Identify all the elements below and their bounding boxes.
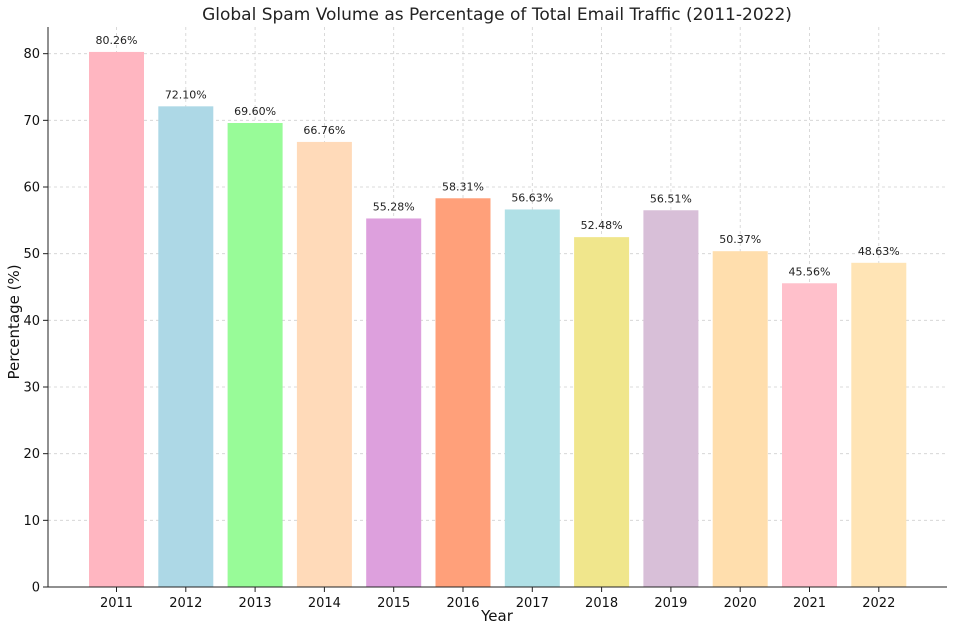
bar-2021: [782, 283, 837, 587]
data-label-2022: 48.63%: [858, 245, 900, 258]
y-axis-label: Percentage (%): [5, 264, 23, 379]
x-tick-label-2022: 2022: [862, 596, 895, 611]
data-label-2018: 52.48%: [581, 219, 623, 232]
y-tick-label: 20: [23, 447, 40, 462]
data-label-2021: 45.56%: [789, 265, 831, 278]
data-label-2019: 56.51%: [650, 192, 692, 205]
x-tick-label-2016: 2016: [446, 596, 479, 611]
bar-2015: [366, 218, 422, 587]
x-axis-label: Year: [480, 607, 514, 625]
y-tick-label: 30: [23, 381, 40, 396]
data-label-2013: 69.60%: [234, 105, 276, 118]
x-tick-label-2020: 2020: [724, 596, 757, 611]
bar-2013: [227, 123, 283, 587]
bar-2018: [574, 237, 630, 587]
bar-2011: [89, 51, 144, 587]
data-label-2011: 80.26%: [96, 34, 138, 47]
x-tick-label-2014: 2014: [308, 596, 341, 611]
bars: [89, 51, 907, 587]
data-label-2020: 50.37%: [719, 233, 761, 246]
data-label-2014: 66.76%: [303, 124, 345, 137]
x-tick-label-2015: 2015: [377, 596, 410, 611]
y-tick-label: 0: [32, 581, 40, 596]
x-tick-label-2013: 2013: [239, 596, 272, 611]
x-tick-label-2019: 2019: [654, 596, 687, 611]
bar-2012: [158, 106, 214, 587]
data-label-2012: 72.10%: [165, 88, 207, 101]
x-tick-label-2021: 2021: [793, 596, 826, 611]
y-tick-label: 40: [23, 314, 40, 329]
data-label-2016: 58.31%: [442, 180, 484, 193]
bar-2019: [643, 210, 699, 587]
y-tick-label: 80: [23, 47, 40, 62]
chart-title: Global Spam Volume as Percentage of Tota…: [202, 5, 792, 25]
y-tick-label: 70: [23, 114, 40, 129]
bar-2016: [435, 198, 491, 587]
x-tick-label-2017: 2017: [516, 596, 549, 611]
bar-2014: [296, 141, 352, 587]
bar-2020: [712, 251, 768, 587]
y-tick-label: 10: [23, 514, 40, 529]
bar-2017: [504, 209, 560, 587]
y-tick-label: 60: [23, 181, 40, 196]
data-label-2017: 56.63%: [511, 191, 553, 204]
x-tick-label-2011: 2011: [100, 596, 133, 611]
bar-2022: [851, 262, 907, 587]
axes: 0 10 20 30 40 50 60 70 80 2011 2012 2013 2014 2015 201…: [23, 27, 947, 611]
x-tick-label-2012: 2012: [169, 596, 202, 611]
data-labels: 80.26% 72.10% 69.60% 66.76% 55.28% 58.31% 56.6…: [96, 34, 900, 278]
y-tick-label: 50: [23, 247, 40, 262]
data-label-2015: 55.28%: [373, 200, 415, 213]
x-tick-label-2018: 2018: [585, 596, 618, 611]
